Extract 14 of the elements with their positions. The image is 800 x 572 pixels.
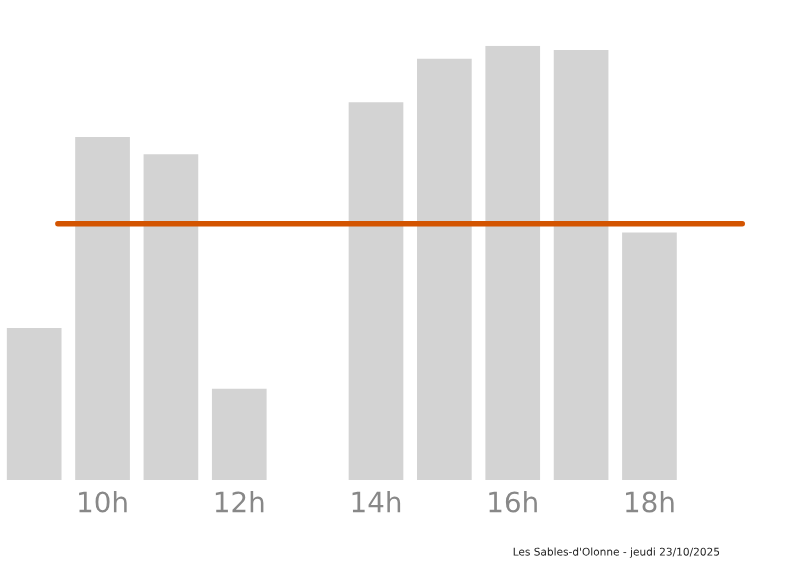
- bar: [211, 388, 267, 480]
- x-tick-label: 16h: [489, 491, 537, 513]
- x-tick-label: 18h: [626, 491, 674, 513]
- x-tick-label: 10h: [79, 491, 127, 513]
- bar: [417, 58, 472, 480]
- bar: [6, 327, 62, 480]
- bar: [622, 232, 677, 480]
- bar: [143, 154, 199, 480]
- x-tick-label: 12h: [215, 491, 264, 513]
- x-tick-label: 14h: [352, 491, 401, 513]
- bar: [553, 50, 609, 480]
- bar: [75, 136, 130, 480]
- bar: [485, 45, 541, 480]
- bar: [348, 102, 404, 480]
